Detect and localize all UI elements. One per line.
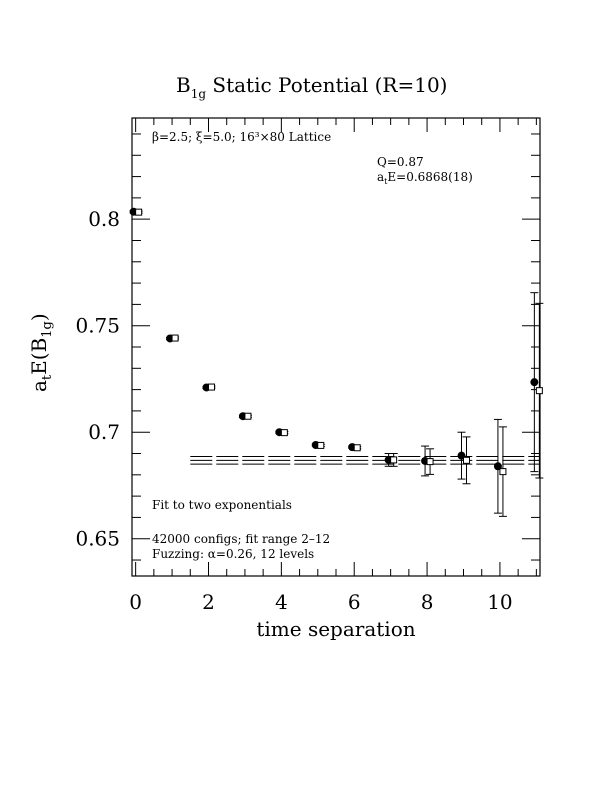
x-tick-label: 10 bbox=[487, 590, 512, 614]
q-annotation: Q=0.87 bbox=[377, 155, 424, 169]
lattice-annotation: β=2.5; ξ=5.0; 16³×80 Lattice bbox=[152, 130, 331, 144]
point-open bbox=[317, 441, 325, 449]
fit-band bbox=[190, 455, 540, 465]
point-open bbox=[171, 334, 179, 342]
y-tick-label: 0.7 bbox=[88, 420, 120, 444]
point-open bbox=[280, 429, 288, 437]
point-open bbox=[353, 444, 361, 452]
data-points bbox=[129, 207, 544, 517]
x-tick-labels: 0 2 4 6 8 10 bbox=[129, 590, 512, 614]
y-tick-labels: 0.65 0.7 0.75 0.8 bbox=[75, 207, 120, 551]
energy-annotation: atE=0.6868(18) bbox=[377, 170, 473, 186]
point-filled bbox=[530, 378, 539, 387]
configs-annotation: 42000 configs; fit range 2–12 bbox=[152, 532, 330, 546]
x-tick-label: 6 bbox=[348, 590, 361, 614]
y-tick-label: 0.8 bbox=[88, 207, 120, 231]
chart-title: B1g Static Potential (R=10) bbox=[176, 73, 447, 101]
point-open bbox=[535, 387, 543, 395]
point-open bbox=[463, 456, 470, 464]
axis-ticks bbox=[132, 118, 540, 576]
point-open bbox=[426, 458, 434, 466]
point-open bbox=[499, 468, 507, 476]
fuzzing-annotation: Fuzzing: α=0.26, 12 levels bbox=[152, 547, 314, 561]
point-open bbox=[390, 456, 398, 464]
y-axis-label: atE(B1g) bbox=[27, 313, 55, 392]
point-open bbox=[244, 412, 252, 420]
point-open bbox=[135, 208, 143, 216]
x-axis-label: time separation bbox=[256, 617, 415, 641]
y-tick-label: 0.75 bbox=[75, 314, 120, 338]
x-tick-label: 0 bbox=[129, 590, 142, 614]
fit-annotation: Fit to two exponentials bbox=[152, 498, 292, 512]
x-tick-label: 8 bbox=[421, 590, 434, 614]
point-open bbox=[208, 383, 215, 391]
x-tick-label: 2 bbox=[202, 590, 215, 614]
y-tick-label: 0.65 bbox=[75, 527, 120, 551]
x-tick-label: 4 bbox=[275, 590, 288, 614]
